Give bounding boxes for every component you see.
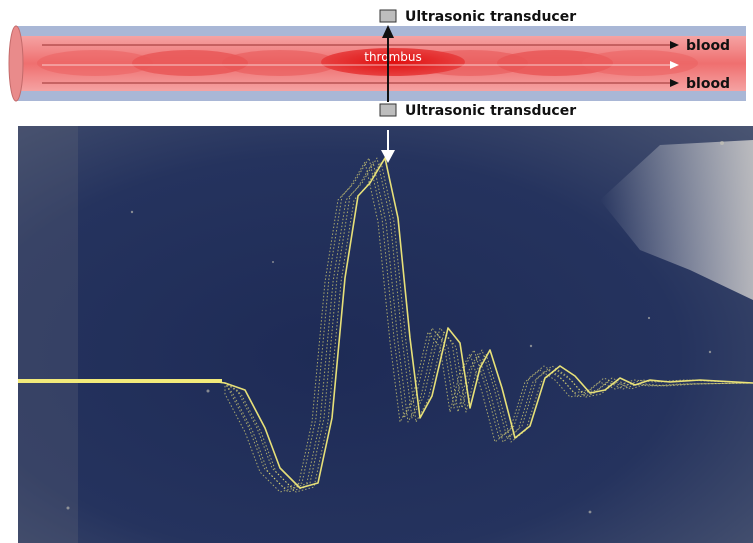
blood-vessel: thrombus blood blood bbox=[8, 25, 746, 102]
blood-cell bbox=[222, 50, 338, 76]
thrombus bbox=[321, 48, 465, 76]
waveform-trace bbox=[18, 157, 753, 493]
transducer-top bbox=[379, 9, 397, 23]
vessel-open-end bbox=[8, 25, 24, 102]
transducer-bottom-group: Ultrasonic transducer bbox=[379, 103, 576, 119]
blood-label-upper: blood bbox=[686, 38, 730, 54]
transducer-bottom bbox=[379, 103, 397, 117]
waveform-line bbox=[18, 161, 753, 493]
screen-shadow-left bbox=[18, 126, 78, 543]
waveform-line bbox=[18, 161, 753, 493]
flow-arrow-lower bbox=[670, 79, 679, 87]
blood-label-lower: blood bbox=[686, 76, 730, 92]
screen-glare bbox=[600, 140, 753, 300]
waveform-line bbox=[18, 161, 753, 493]
blood-cell bbox=[497, 50, 613, 76]
waveform-line bbox=[18, 157, 753, 489]
flow-arrow-middle bbox=[670, 61, 679, 69]
transducer-top-group: Ultrasonic transducer bbox=[379, 9, 576, 25]
waveform-line bbox=[18, 157, 753, 489]
screen-specks bbox=[66, 141, 724, 514]
transducer-bottom-label: Ultrasonic transducer bbox=[405, 103, 576, 119]
waveform-line bbox=[18, 157, 753, 489]
blood-cell bbox=[582, 50, 698, 76]
thrombus-label: thrombus bbox=[364, 50, 422, 64]
blood-cell bbox=[132, 50, 248, 76]
flow-arrow-upper bbox=[670, 41, 679, 49]
oscilloscope-screen bbox=[18, 126, 753, 543]
echo-indicator-arrowhead bbox=[381, 150, 395, 163]
ultrasound-beam-arrowhead bbox=[382, 25, 394, 38]
blood-cell bbox=[37, 50, 153, 76]
transducer-top-label: Ultrasonic transducer bbox=[405, 9, 576, 25]
